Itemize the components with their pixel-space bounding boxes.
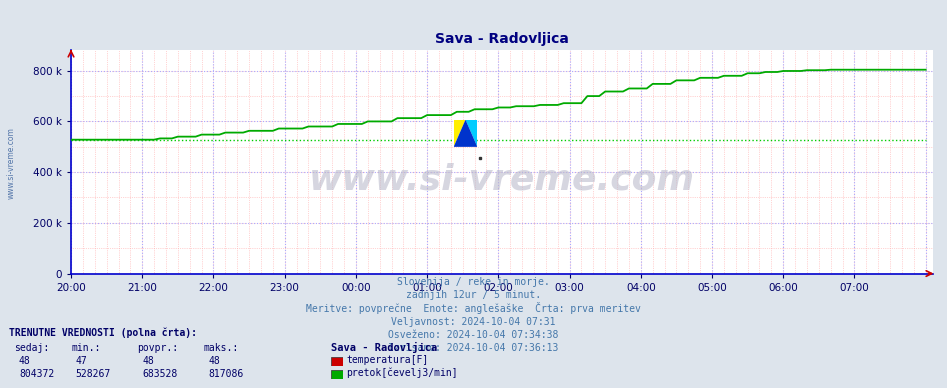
Text: min.:: min.: — [71, 343, 100, 353]
Text: 683528: 683528 — [142, 369, 177, 379]
Text: povpr.:: povpr.: — [137, 343, 178, 353]
Text: Slovenija / reke in morje.: Slovenija / reke in morje. — [397, 277, 550, 287]
Text: Meritve: povprečne  Enote: anglešaške  Črta: prva meritev: Meritve: povprečne Enote: anglešaške Črt… — [306, 301, 641, 314]
Polygon shape — [454, 120, 477, 147]
Text: maks.:: maks.: — [204, 343, 239, 353]
Text: www.si-vreme.com: www.si-vreme.com — [309, 163, 695, 197]
Text: Izrisano: 2024-10-04 07:36:13: Izrisano: 2024-10-04 07:36:13 — [388, 343, 559, 353]
Polygon shape — [454, 120, 466, 147]
Text: Osveženo: 2024-10-04 07:34:38: Osveženo: 2024-10-04 07:34:38 — [388, 330, 559, 340]
Text: 48: 48 — [142, 356, 153, 366]
Text: sedaj:: sedaj: — [14, 343, 49, 353]
Text: www.si-vreme.com: www.si-vreme.com — [7, 127, 16, 199]
Text: 817086: 817086 — [208, 369, 243, 379]
Text: 804372: 804372 — [19, 369, 54, 379]
Text: TRENUTNE VREDNOSTI (polna črta):: TRENUTNE VREDNOSTI (polna črta): — [9, 328, 198, 338]
Polygon shape — [466, 120, 477, 147]
Text: Veljavnost: 2024-10-04 07:31: Veljavnost: 2024-10-04 07:31 — [391, 317, 556, 327]
Text: pretok[čevelj3/min]: pretok[čevelj3/min] — [347, 367, 458, 378]
Text: 48: 48 — [19, 356, 30, 366]
Text: Sava - Radovljica: Sava - Radovljica — [331, 342, 438, 353]
Text: temperatura[F]: temperatura[F] — [347, 355, 429, 365]
Text: 528267: 528267 — [76, 369, 111, 379]
Title: Sava - Radovljica: Sava - Radovljica — [435, 33, 569, 47]
Text: 48: 48 — [208, 356, 220, 366]
Text: zadnjih 12ur / 5 minut.: zadnjih 12ur / 5 minut. — [406, 290, 541, 300]
Text: 47: 47 — [76, 356, 87, 366]
